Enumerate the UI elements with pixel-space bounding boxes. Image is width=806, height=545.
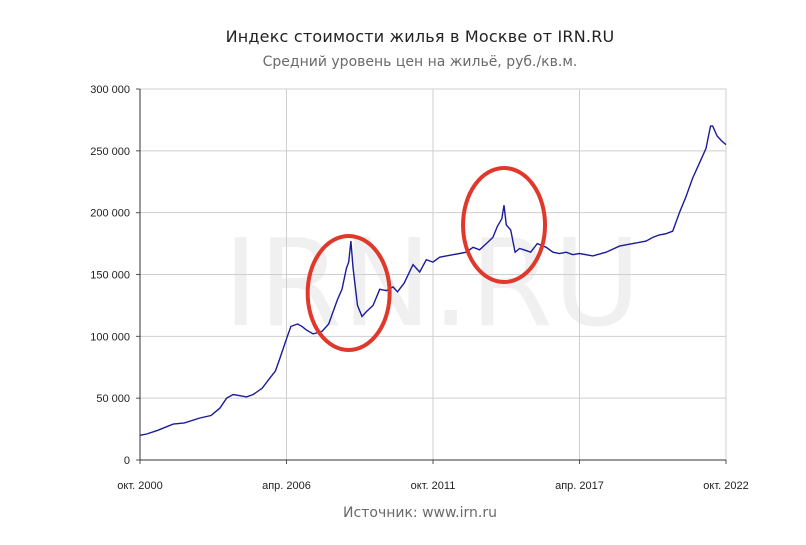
x-tick-label: окт. 2000 [117, 480, 162, 492]
y-tick-label: 200 000 [90, 208, 130, 220]
highlight-ellipse [461, 166, 548, 285]
y-tick-label: 300 000 [90, 84, 130, 96]
source-note: Источник: www.irn.ru [343, 505, 497, 521]
y-tick-label: 150 000 [90, 270, 130, 282]
chart-title: Индекс стоимости жилья в Москве от IRN.R… [225, 27, 615, 46]
y-tick-label: 100 000 [90, 331, 130, 343]
y-tick-label: 50 000 [96, 393, 130, 405]
y-tick-label: 250 000 [90, 146, 130, 158]
x-tick-label: окт. 2011 [411, 480, 456, 492]
grid [140, 88, 727, 460]
series-line [139, 125, 727, 436]
axes [136, 88, 727, 464]
highlights [305, 166, 548, 353]
y-tick-label: 0 [124, 455, 130, 467]
x-axis-ticks: окт. 2000 апр. 2006 окт. 2011 апр. 2017 окт.… [117, 480, 748, 492]
y-axis-ticks: 0 50 000 100 000 150 000 200 000 250 000 300 0… [90, 84, 130, 467]
x-tick-label: апр. 2017 [555, 480, 604, 492]
chart-subtitle: Средний уровень цен на жильё, руб./кв.м. [262, 54, 578, 70]
x-tick-label: окт. 2022 [703, 480, 748, 492]
watermark: IRN.RU [223, 215, 641, 354]
x-tick-label: апр. 2006 [262, 480, 311, 492]
highlight-ellipse [305, 234, 392, 353]
